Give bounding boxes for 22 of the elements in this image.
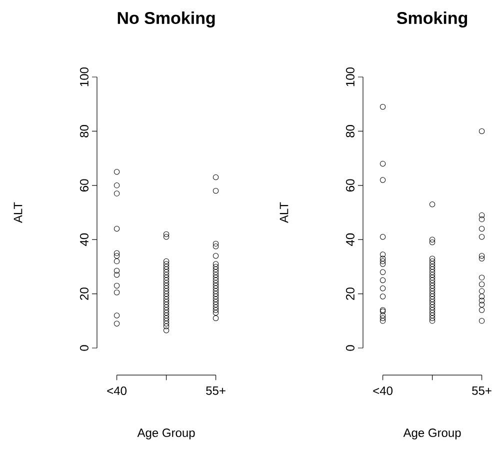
y-tick-label: 0 xyxy=(80,345,88,351)
x-axis-title: Age Group xyxy=(403,428,461,440)
y-tick-label: 20 xyxy=(346,288,354,300)
y-tick-label: 100 xyxy=(80,67,88,86)
y-axis-title: ALT xyxy=(280,202,288,224)
x-tick-label: 55+ xyxy=(472,386,492,395)
x-tick-label: <40 xyxy=(107,386,127,396)
chart-title: Smoking xyxy=(396,12,468,28)
chart-title: No Smoking xyxy=(118,12,215,28)
x-tick-label: <40 xyxy=(373,386,393,396)
y-tick-label: 60 xyxy=(80,179,88,192)
y-tick-label: 40 xyxy=(346,233,354,246)
y-tick-label: 20 xyxy=(80,288,88,300)
y-tick-label: 60 xyxy=(346,179,354,192)
y-tick-label: 40 xyxy=(80,233,88,246)
y-tick-label: 0 xyxy=(346,345,354,351)
x-tick-label: 55+ xyxy=(206,386,226,395)
y-tick-label: 80 xyxy=(346,124,354,138)
x-axis-title: Age Group xyxy=(137,428,195,440)
y-axis-title: ALT xyxy=(14,202,22,224)
y-tick-label: 100 xyxy=(346,67,354,86)
y-tick-label: 80 xyxy=(80,124,88,138)
